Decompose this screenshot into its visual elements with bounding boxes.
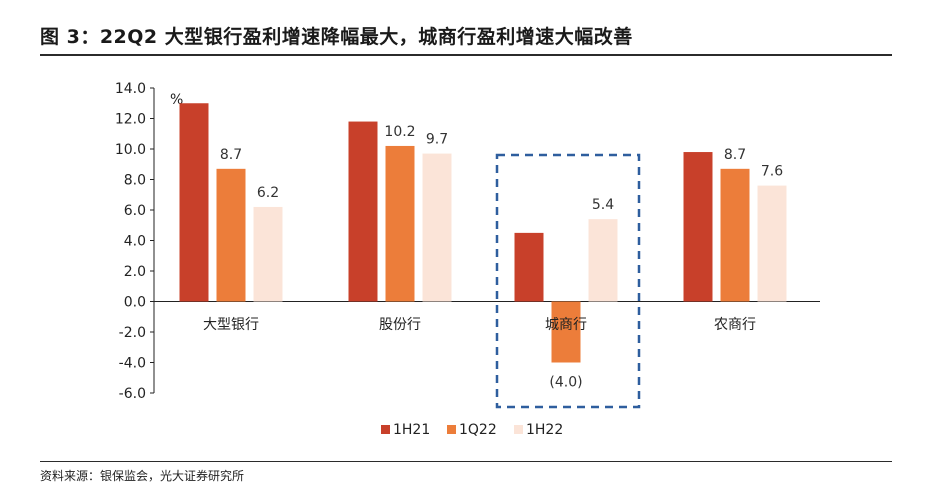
bar-1q22	[216, 168, 246, 302]
data-label: 7.6	[761, 164, 783, 180]
source-note: 资料来源：银保监会，光大证券研究所	[40, 469, 245, 483]
bar-1q22	[720, 168, 750, 302]
data-labels: 8.7 6.2 10.2 9.7 (4.0) 5.4 8.7 7.6	[220, 124, 783, 391]
bar-1h22	[422, 153, 452, 302]
y-tick-label: 4.0	[124, 234, 146, 250]
figure-title: 图 3：22Q2 大型银行盈利增速降幅最大，城商行盈利增速大幅改善	[40, 26, 633, 48]
bar-1q22	[385, 145, 415, 302]
data-label: 6.2	[257, 185, 279, 201]
legend-swatch-1h22	[514, 425, 523, 434]
legend-swatch-1q22	[447, 425, 456, 434]
legend-swatch-1h21	[381, 425, 390, 434]
data-label: 10.2	[384, 124, 415, 140]
source-divider	[40, 461, 892, 462]
y-tick-label: 12.0	[115, 112, 146, 128]
bars	[179, 103, 787, 363]
y-tick-label: -6.0	[119, 386, 146, 402]
highlight-dashed-box	[495, 153, 641, 409]
y-tick-label: -2.0	[119, 325, 146, 341]
y-tick-label: 0.0	[124, 295, 146, 311]
bar-1q22	[551, 301, 581, 363]
y-tick-label: -4.0	[119, 356, 146, 372]
title-divider	[40, 54, 892, 56]
data-label: 9.7	[426, 132, 448, 148]
bar-1h21	[179, 103, 209, 302]
legend-label-1h22: 1H22	[526, 422, 563, 438]
y-tick-label: 2.0	[124, 264, 146, 280]
category-label: 股份行	[379, 317, 421, 333]
y-tick-label: 14.0	[115, 81, 146, 97]
legend-label-1h21: 1H21	[393, 422, 430, 438]
data-label: 8.7	[724, 147, 746, 163]
highlight-box	[495, 153, 641, 409]
bar-1h22	[757, 185, 787, 302]
y-tick-label: 10.0	[115, 142, 146, 158]
bar-1h21	[514, 232, 544, 302]
legend: 1H21 1Q22 1H22	[381, 422, 563, 438]
data-label: 8.7	[220, 147, 242, 163]
y-tick-label: 8.0	[124, 173, 146, 189]
category-label: 大型银行	[203, 317, 259, 333]
y-axis: 14.012.010.08.06.04.02.00.0-2.0-4.0-6.0%	[115, 81, 820, 402]
legend-label-1q22: 1Q22	[459, 422, 497, 438]
category-label: 城商行	[545, 317, 587, 333]
data-label: (4.0)	[549, 375, 582, 391]
data-label: 5.4	[592, 197, 614, 213]
bar-1h22	[253, 206, 283, 302]
bar-1h21	[683, 152, 713, 302]
bar-1h21	[348, 121, 378, 302]
category-label: 农商行	[714, 317, 756, 333]
y-tick-label: 6.0	[124, 203, 146, 219]
bar-1h22	[588, 219, 618, 302]
category-labels: 大型银行 股份行 城商行 农商行	[203, 317, 756, 333]
bar-chart: 14.012.010.08.06.04.02.00.0-2.0-4.0-6.0%…	[115, 81, 820, 438]
